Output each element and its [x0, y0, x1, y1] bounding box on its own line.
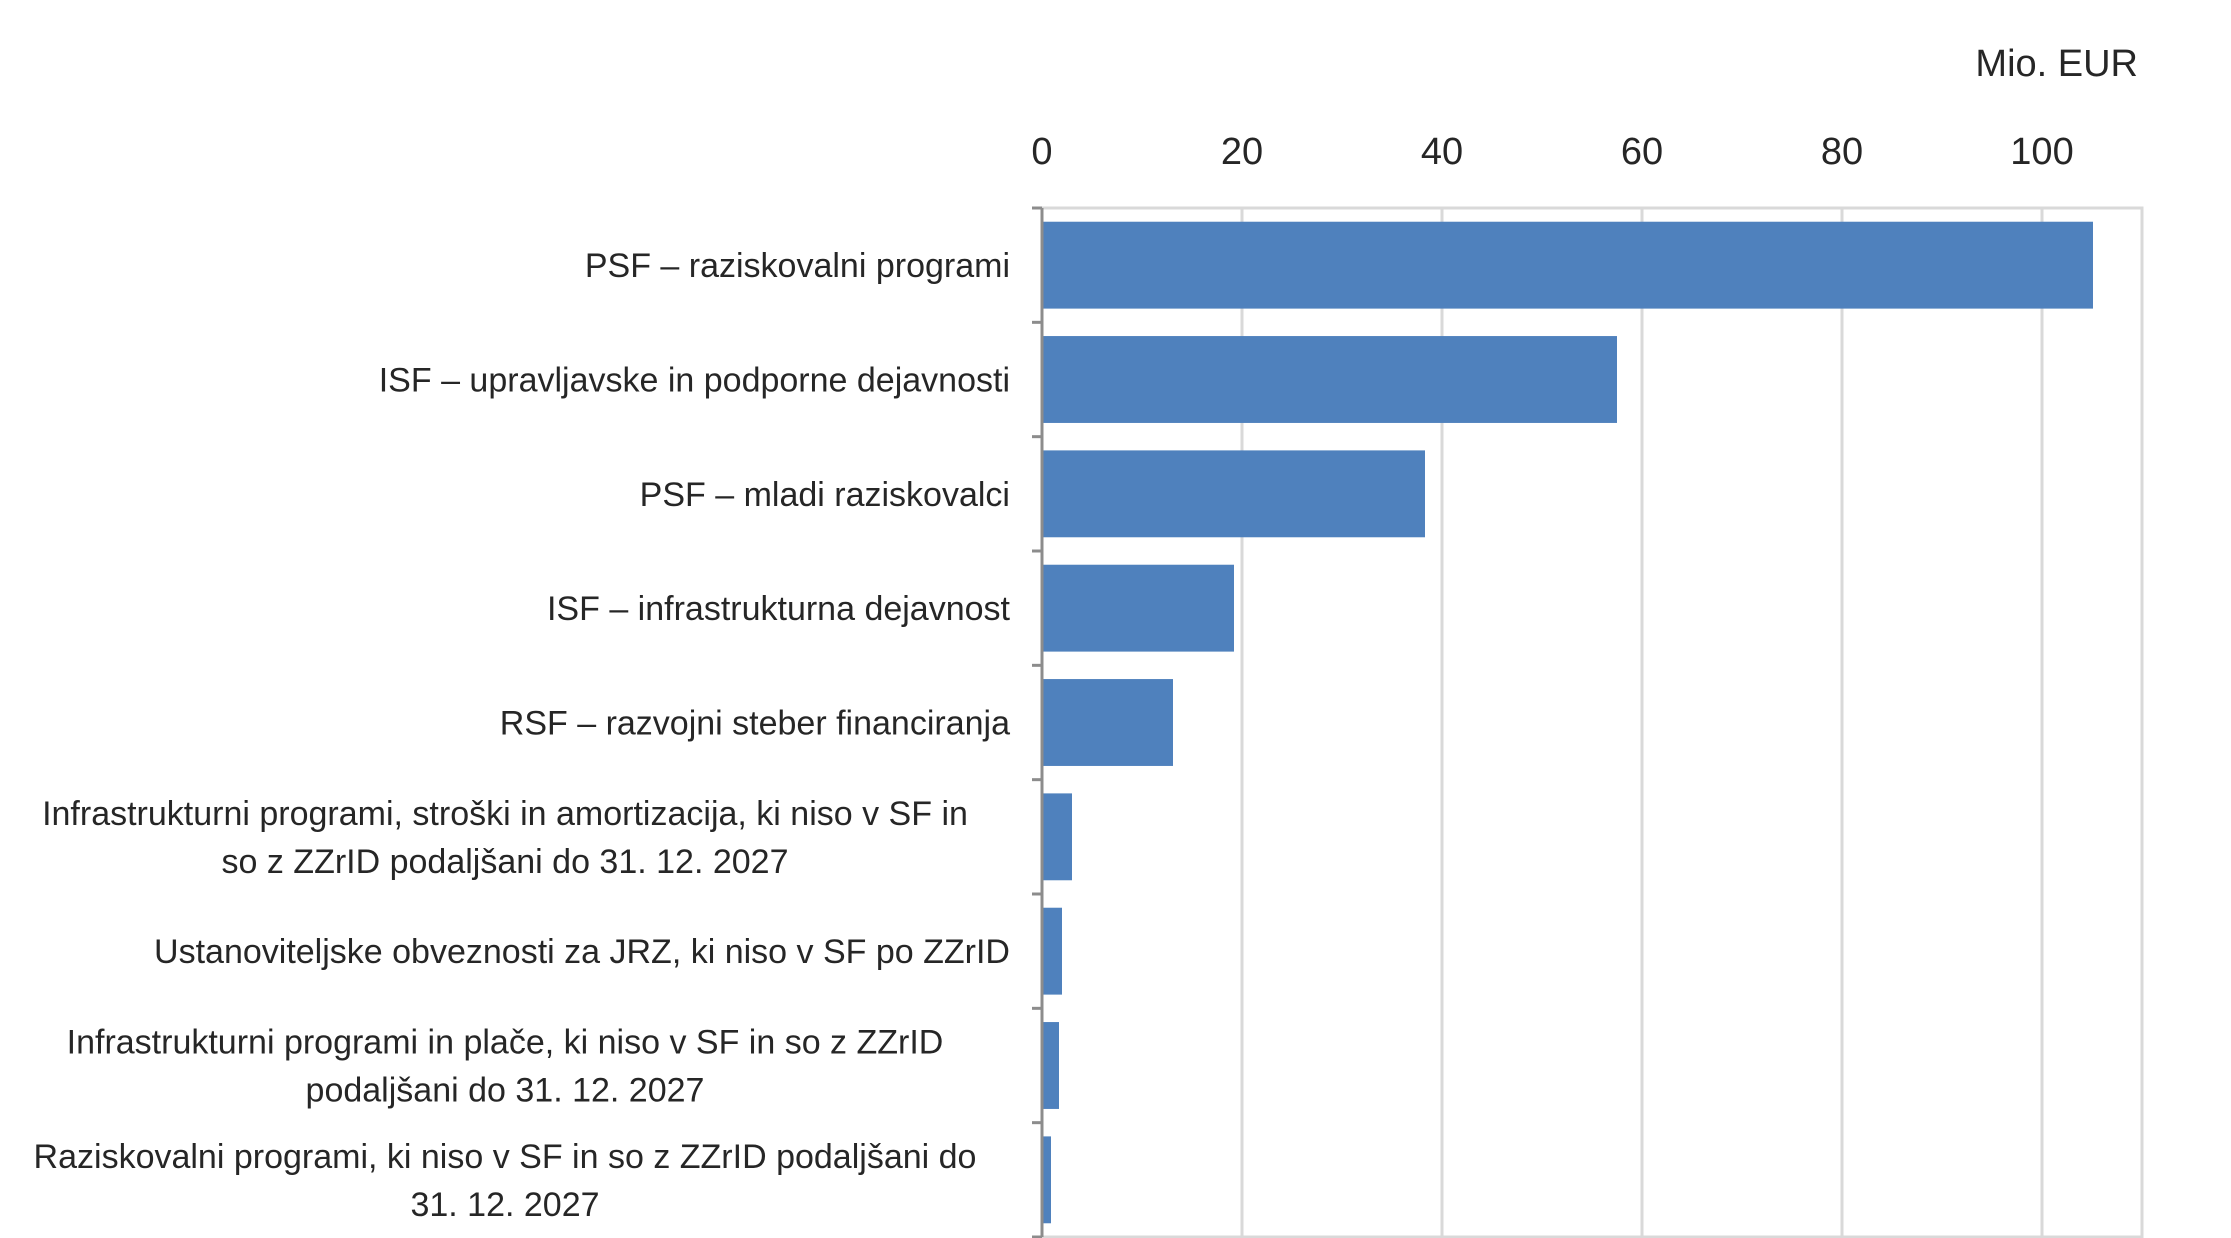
- category-label-line: Ustanoviteljske obveznosti za JRZ, ki ni…: [154, 933, 1010, 971]
- category-label-4: ISF – infrastrukturna dejavnost: [547, 590, 1011, 628]
- bar-8: [1043, 1022, 1059, 1109]
- category-label-5: RSF – razvojni steber financiranja: [500, 705, 1010, 743]
- category-label-line: podaljšani do 31. 12. 2027: [306, 1072, 705, 1110]
- category-label-9: Raziskovalni programi, ki niso v SF in s…: [34, 1138, 977, 1224]
- category-label-line: Infrastrukturni programi in plače, ki ni…: [67, 1024, 944, 1062]
- category-label-3: PSF – mladi raziskovalci: [640, 476, 1010, 514]
- x-tick-label-80: 80: [1821, 131, 1863, 173]
- category-label-line: 31. 12. 2027: [410, 1186, 599, 1224]
- category-label-line: RSF – razvojni steber financiranja: [500, 705, 1010, 743]
- category-axis: [1032, 206, 1044, 1238]
- gridlines: [1040, 206, 2144, 1238]
- category-label-line: so z ZZrID podaljšani do 31. 12. 2027: [222, 843, 789, 881]
- category-label-line: PSF – mladi raziskovalci: [640, 476, 1010, 514]
- x-tick-label-40: 40: [1421, 131, 1463, 173]
- category-label-line: Infrastrukturni programi, stroški in amo…: [42, 795, 968, 833]
- bars: [1043, 221, 2093, 1224]
- bar-5: [1043, 679, 1173, 766]
- unit-label: Mio. EUR: [1975, 43, 2138, 85]
- category-label-line: PSF – raziskovalni programi: [585, 247, 1010, 285]
- bar-6: [1043, 793, 1072, 881]
- category-label-line: ISF – upravljavske in podporne dejavnost…: [379, 362, 1010, 400]
- category-label-7: Ustanoviteljske obveznosti za JRZ, ki ni…: [154, 933, 1010, 971]
- x-tick-label-20: 20: [1221, 131, 1263, 173]
- bar-9: [1043, 1136, 1051, 1224]
- bar-3: [1043, 450, 1425, 538]
- bar-2: [1043, 336, 1617, 423]
- bar-4: [1043, 564, 1234, 652]
- category-label-8: Infrastrukturni programi in plače, ki ni…: [67, 1024, 944, 1110]
- bar-7: [1043, 907, 1062, 995]
- x-tick-labels: 0 20 40 60 80 100: [1031, 131, 2073, 173]
- category-label-line: ISF – infrastrukturna dejavnost: [547, 590, 1011, 628]
- x-tick-label-100: 100: [2010, 131, 2073, 173]
- category-labels: PSF – raziskovalni programi ISF – upravlj…: [34, 247, 1011, 1224]
- category-label-1: PSF – raziskovalni programi: [585, 247, 1010, 285]
- category-label-line: Raziskovalni programi, ki niso v SF in s…: [34, 1138, 977, 1176]
- category-label-2: ISF – upravljavske in podporne dejavnost…: [379, 362, 1010, 400]
- bar-1: [1043, 221, 2093, 309]
- category-label-6: Infrastrukturni programi, stroški in amo…: [42, 795, 968, 881]
- x-tick-label-60: 60: [1621, 131, 1663, 173]
- x-tick-label-0: 0: [1031, 131, 1052, 173]
